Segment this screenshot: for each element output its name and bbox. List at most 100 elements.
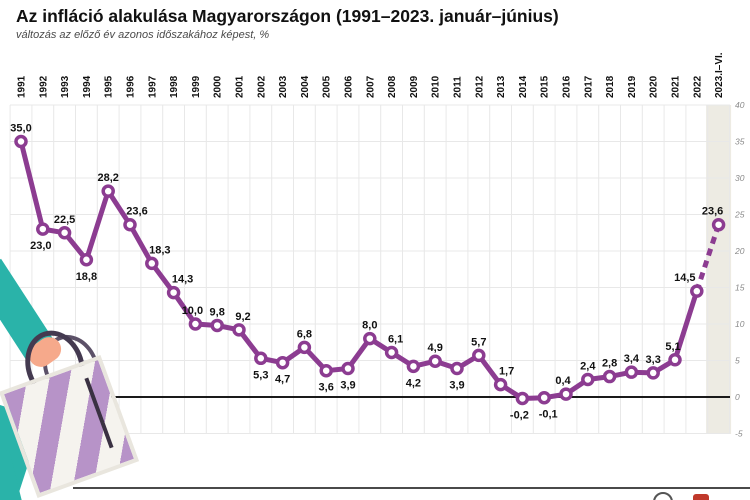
data-point-label: 35,0 bbox=[10, 123, 31, 135]
x-axis-year-label: 1997 bbox=[147, 75, 158, 98]
data-point-marker bbox=[515, 391, 530, 406]
data-point-label: 3,3 bbox=[646, 354, 661, 366]
y-axis-tick: -5 bbox=[735, 429, 743, 439]
data-point-marker bbox=[232, 323, 246, 337]
data-point-marker bbox=[166, 285, 181, 300]
data-point-marker bbox=[646, 366, 660, 380]
logo-fragment bbox=[693, 494, 709, 500]
data-point-marker bbox=[384, 345, 399, 360]
data-point-label: -0,1 bbox=[539, 409, 558, 421]
data-point-label: 3,4 bbox=[624, 353, 640, 365]
x-axis-year-label: 2015 bbox=[540, 75, 551, 98]
x-axis-year-label: 1996 bbox=[126, 75, 137, 98]
data-point-marker bbox=[210, 318, 224, 333]
x-axis-year-label: 2005 bbox=[322, 75, 333, 98]
data-point-marker bbox=[668, 353, 682, 367]
data-point-marker bbox=[145, 256, 159, 271]
data-point-label: 1,7 bbox=[499, 366, 514, 378]
data-point-marker bbox=[254, 351, 268, 366]
data-point-label: 23,0 bbox=[30, 240, 51, 252]
data-point-label: 6,8 bbox=[297, 328, 312, 340]
data-point-marker bbox=[123, 217, 137, 232]
data-point-label: 9,8 bbox=[210, 306, 225, 318]
data-point-marker bbox=[472, 348, 486, 363]
data-point-marker bbox=[602, 369, 617, 384]
y-axis-tick: 5 bbox=[735, 356, 740, 366]
x-axis-year-label: 2008 bbox=[387, 75, 398, 98]
chart-subtitle: változás az előző év azonos időszakához … bbox=[16, 29, 270, 41]
data-point-label: 23,6 bbox=[702, 206, 723, 218]
y-axis-tick: 0 bbox=[735, 392, 740, 402]
x-axis-year-label: 2020 bbox=[649, 75, 660, 98]
x-axis-year-label: 2007 bbox=[365, 75, 376, 98]
x-axis-year-label: 2017 bbox=[583, 75, 594, 98]
data-point-label: 3,9 bbox=[340, 380, 355, 392]
x-axis-year-label: 2023.I–VI. bbox=[714, 52, 725, 98]
data-point-label: 8,0 bbox=[362, 320, 377, 332]
data-point-marker bbox=[36, 222, 50, 236]
data-point-label: 2,8 bbox=[602, 358, 617, 370]
x-axis-year-label: 2000 bbox=[213, 75, 224, 98]
data-point-marker bbox=[493, 377, 508, 392]
data-point-marker bbox=[275, 355, 290, 370]
x-axis-year-label: 1994 bbox=[82, 75, 93, 98]
data-point-marker bbox=[363, 331, 377, 346]
data-point-label: 5,3 bbox=[253, 369, 268, 381]
data-point-marker bbox=[581, 372, 595, 387]
y-axis-tick: 40 bbox=[735, 100, 745, 110]
x-axis-year-label: 2006 bbox=[344, 75, 355, 98]
data-point-label: 4,2 bbox=[406, 377, 421, 389]
x-axis-year-label: 2009 bbox=[409, 75, 420, 98]
x-axis-year-label: 1991 bbox=[17, 75, 28, 98]
y-axis-tick: 10 bbox=[735, 319, 745, 329]
x-axis-year-label: 1993 bbox=[60, 75, 71, 98]
data-point-label: 9,2 bbox=[235, 311, 250, 323]
data-point-label: 5,7 bbox=[471, 336, 486, 348]
chart-title: Az infláció alakulása Magyarországon (19… bbox=[16, 6, 559, 26]
x-axis-year-label: 2010 bbox=[431, 75, 442, 98]
y-axis-tick: 30 bbox=[735, 173, 745, 183]
data-point-label: -0,2 bbox=[510, 409, 529, 421]
data-point-marker bbox=[711, 217, 726, 232]
data-point-label: 10,0 bbox=[182, 305, 203, 317]
data-point-marker bbox=[537, 390, 551, 405]
data-point-label: 22,5 bbox=[54, 214, 75, 226]
data-point-label: 6,1 bbox=[388, 333, 403, 345]
data-point-label: 3,9 bbox=[449, 380, 464, 392]
data-point-marker bbox=[14, 134, 28, 149]
data-point-label: 14,3 bbox=[172, 274, 193, 286]
x-axis-year-label: 2012 bbox=[474, 75, 485, 98]
x-axis-year-label: 2021 bbox=[671, 75, 682, 98]
x-axis-year-label: 2004 bbox=[300, 75, 311, 98]
x-axis-year-label: 1992 bbox=[38, 75, 49, 98]
data-point-marker bbox=[450, 361, 464, 376]
x-axis-year-label: 1999 bbox=[191, 75, 202, 98]
x-axis-year-label: 1995 bbox=[104, 75, 115, 98]
x-axis-year-label: 2013 bbox=[496, 75, 507, 98]
data-point-label: 2,4 bbox=[580, 360, 596, 372]
x-axis-year-label: 2018 bbox=[605, 75, 616, 98]
x-axis-year-label: 2002 bbox=[256, 75, 267, 98]
data-point-marker bbox=[101, 184, 115, 198]
data-point-marker bbox=[79, 253, 94, 267]
data-point-label: 28,2 bbox=[97, 172, 118, 184]
y-axis-tick: 15 bbox=[735, 283, 745, 293]
data-point-label: 18,3 bbox=[149, 244, 170, 256]
x-axis-year-label: 2003 bbox=[278, 75, 289, 98]
x-axis-year-label: 2022 bbox=[692, 75, 703, 98]
y-axis-tick: 20 bbox=[734, 246, 745, 256]
x-axis-year-label: 2001 bbox=[235, 75, 246, 98]
data-point-marker bbox=[690, 284, 704, 298]
data-point-marker bbox=[559, 387, 573, 401]
highlight-band-2023 bbox=[706, 105, 732, 434]
footer-divider bbox=[73, 487, 750, 489]
data-point-label: 4,7 bbox=[275, 374, 290, 386]
data-point-marker bbox=[341, 361, 355, 376]
y-axis-tick: 35 bbox=[735, 137, 745, 147]
data-point-label: 4,9 bbox=[428, 342, 443, 354]
data-point-label: 14,5 bbox=[674, 272, 695, 284]
x-axis-year-label: 2016 bbox=[562, 75, 573, 98]
y-axis-tick: 25 bbox=[734, 210, 745, 220]
data-point-label: 18,8 bbox=[76, 271, 97, 283]
